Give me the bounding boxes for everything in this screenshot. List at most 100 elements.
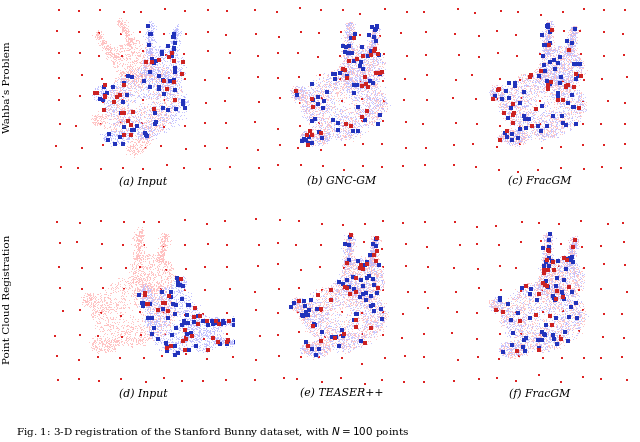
- Point: [560, 77, 570, 84]
- Point: [348, 78, 358, 85]
- Point: [198, 347, 209, 354]
- Point: [371, 78, 381, 85]
- Point: [132, 66, 143, 73]
- Point: [171, 65, 181, 72]
- Point: [355, 58, 365, 65]
- Point: [143, 136, 153, 143]
- Point: [129, 122, 140, 130]
- Point: [551, 292, 561, 299]
- Point: [333, 296, 344, 303]
- Point: [147, 118, 157, 125]
- Point: [353, 282, 364, 289]
- Point: [550, 323, 560, 330]
- Point: [348, 257, 358, 264]
- Point: [351, 285, 361, 292]
- Point: [129, 74, 139, 81]
- Point: [567, 310, 577, 317]
- Point: [508, 104, 518, 111]
- Point: [365, 255, 376, 263]
- Point: [373, 255, 383, 263]
- Point: [330, 328, 340, 335]
- Point: [210, 318, 220, 325]
- Point: [538, 73, 548, 80]
- Point: [353, 311, 363, 318]
- Point: [170, 43, 180, 50]
- Point: [540, 285, 550, 292]
- Point: [346, 340, 356, 347]
- Point: [549, 284, 559, 291]
- Point: [579, 100, 589, 107]
- Point: [554, 71, 564, 78]
- Point: [507, 309, 517, 316]
- Point: [145, 263, 156, 271]
- Point: [118, 74, 129, 81]
- Point: [567, 260, 577, 267]
- Point: [344, 132, 354, 139]
- Point: [566, 260, 576, 267]
- Point: [295, 307, 305, 314]
- Point: [131, 236, 141, 243]
- Point: [317, 320, 327, 327]
- Point: [300, 140, 310, 147]
- Point: [115, 100, 125, 107]
- Point: [173, 77, 183, 84]
- Point: [299, 312, 309, 319]
- Point: [549, 90, 559, 97]
- Point: [359, 294, 369, 301]
- Point: [99, 94, 109, 101]
- Point: [156, 120, 166, 127]
- Point: [344, 82, 355, 89]
- Point: [88, 298, 98, 305]
- Point: [183, 290, 193, 297]
- Point: [143, 61, 154, 68]
- Point: [370, 279, 380, 286]
- Point: [154, 78, 164, 85]
- Point: [346, 58, 356, 65]
- Point: [303, 102, 313, 109]
- Point: [129, 328, 140, 335]
- Point: [373, 263, 383, 271]
- Point: [113, 327, 124, 334]
- Point: [564, 42, 575, 50]
- Point: [316, 347, 326, 354]
- Point: [568, 243, 578, 250]
- Point: [557, 112, 568, 119]
- Point: [543, 248, 553, 255]
- Point: [565, 252, 575, 259]
- Point: [144, 35, 154, 42]
- Point: [552, 335, 562, 343]
- Point: [100, 43, 111, 50]
- Point: [136, 90, 146, 97]
- Point: [121, 38, 131, 45]
- Point: [310, 326, 320, 333]
- Point: [135, 54, 145, 61]
- Point: [565, 259, 575, 266]
- Point: [337, 136, 348, 143]
- Point: [527, 76, 538, 84]
- Point: [299, 114, 309, 121]
- Point: [348, 283, 358, 290]
- Point: [564, 301, 574, 308]
- Point: [141, 44, 151, 51]
- Point: [366, 47, 376, 54]
- Point: [144, 35, 154, 42]
- Point: [129, 71, 140, 78]
- Point: [376, 311, 386, 318]
- Point: [550, 296, 560, 303]
- Point: [324, 331, 335, 338]
- Point: [328, 282, 338, 290]
- Point: [525, 128, 536, 135]
- Point: [145, 289, 155, 296]
- Point: [561, 264, 572, 271]
- Point: [356, 287, 366, 294]
- Point: [339, 130, 349, 137]
- Point: [111, 283, 121, 290]
- Text: (d) Input: (d) Input: [118, 388, 167, 399]
- Point: [113, 85, 124, 92]
- Point: [129, 282, 140, 289]
- Point: [548, 82, 559, 89]
- Point: [553, 45, 563, 52]
- Point: [163, 285, 173, 292]
- Point: [84, 297, 95, 304]
- Point: [568, 313, 579, 320]
